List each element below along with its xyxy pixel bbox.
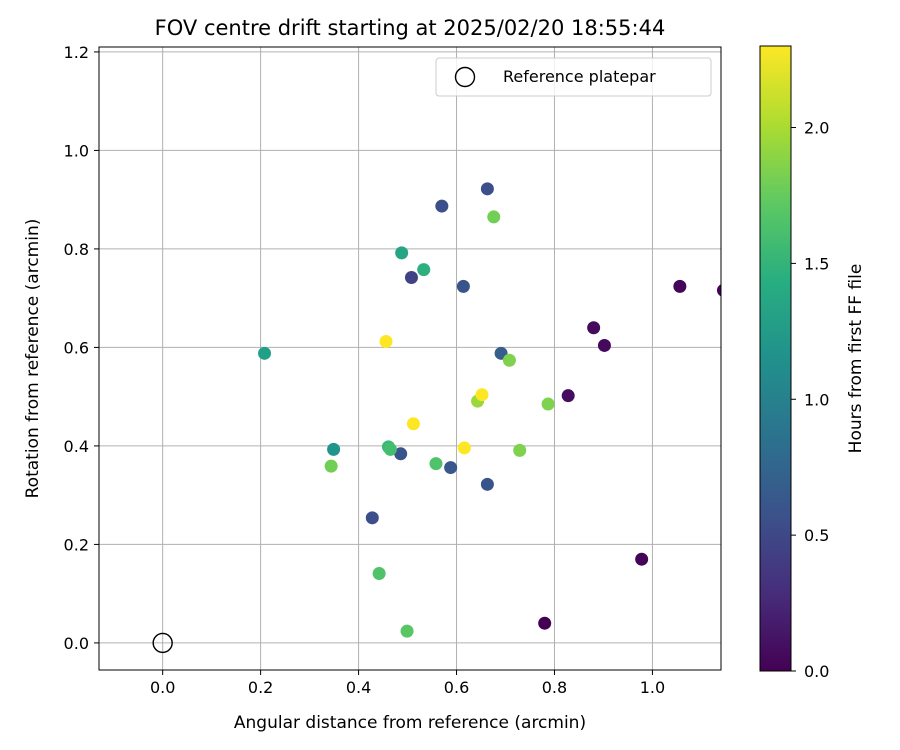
scatter-point: [541, 397, 555, 411]
plot-frame: [98, 46, 722, 671]
colorbar-tick-label: 2.0: [804, 119, 829, 138]
y-tick-label: 0.8: [64, 240, 89, 259]
scatter-point: [404, 270, 418, 284]
y-axis-label: Rotation from reference (arcmin): [23, 219, 43, 499]
scatter-point: [372, 566, 386, 580]
scatter-point: [513, 443, 527, 457]
scatter-point: [538, 616, 552, 630]
scatter-point: [456, 279, 470, 293]
scatter-point: [406, 417, 420, 431]
colorbar-tick-label: 1.5: [804, 254, 829, 273]
y-tick-label: 1.2: [64, 43, 89, 62]
scatter-point: [435, 199, 449, 213]
x-tick-label: 0.6: [444, 678, 469, 697]
legend-marker: [454, 66, 476, 88]
scatter-point: [597, 338, 611, 352]
scatter-point: [383, 442, 397, 456]
scatter-point: [394, 447, 408, 461]
colorbar-label: Hours from first FF file: [846, 264, 866, 454]
colorbar-tick-label: 0.5: [804, 526, 829, 545]
y-tick-label: 0.4: [64, 437, 89, 456]
y-axis-ticks: 0.0 0.2 0.4 0.6 0.8 1.0 1.2: [64, 43, 99, 653]
legend: Reference platepar: [435, 57, 712, 97]
colorbar-gradient: [760, 46, 791, 671]
legend-label: Reference platepar: [503, 67, 656, 86]
scatter-point: [475, 388, 489, 402]
legend-box: [435, 57, 712, 97]
y-tick-label: 0.2: [64, 535, 89, 554]
scatter-point: [480, 477, 494, 491]
x-axis-ticks: 0.0 0.2 0.4 0.6 0.8 1.0: [150, 670, 665, 697]
scatter-point: [365, 511, 379, 525]
colorbar: 0.0 0.5 1.0 1.5 2.0 Hours from first FF file: [759, 45, 866, 681]
reference-platepar-marker: [152, 632, 173, 654]
x-axis-label: Angular distance from reference (arcmin): [234, 713, 586, 733]
scatter-point: [324, 459, 338, 473]
scatter-point: [635, 552, 649, 566]
scatter-point: [444, 461, 458, 475]
y-tick-label: 0.0: [64, 634, 89, 653]
scatter-point: [258, 346, 272, 360]
scatter-point: [673, 279, 687, 293]
scatter-point: [327, 442, 341, 456]
colorbar-ticks: 0.0 0.5 1.0 1.5 2.0: [791, 119, 829, 681]
x-tick-label: 1.0: [640, 678, 665, 697]
scatter-point: [502, 353, 516, 367]
scatter-point: [561, 389, 575, 403]
y-tick-label: 0.6: [64, 338, 89, 357]
x-tick-label: 0.4: [346, 678, 371, 697]
scatter-point: [400, 624, 414, 638]
x-tick-label: 0.0: [150, 678, 175, 697]
grid: [99, 47, 721, 670]
scatter-point: [480, 182, 494, 196]
colorbar-tick-label: 0.0: [804, 662, 829, 681]
scatter-points: [258, 182, 721, 638]
scatter-point: [457, 441, 471, 455]
scatter-point: [487, 210, 501, 224]
colorbar-tick-label: 1.0: [804, 390, 829, 409]
scatter-point: [429, 457, 443, 471]
colorbar-frame: [759, 45, 792, 672]
y-tick-label: 1.0: [64, 141, 89, 160]
chart-title: FOV centre drift starting at 2025/02/20 …: [155, 16, 666, 40]
reference-point: [152, 632, 173, 654]
x-tick-label: 0.2: [248, 678, 273, 697]
x-tick-label: 0.8: [542, 678, 567, 697]
scatter-point: [395, 246, 409, 260]
scatter-point: [379, 335, 393, 349]
scatter-point: [587, 321, 601, 335]
scatter-point: [417, 263, 431, 277]
scatter-point: [716, 284, 721, 297]
